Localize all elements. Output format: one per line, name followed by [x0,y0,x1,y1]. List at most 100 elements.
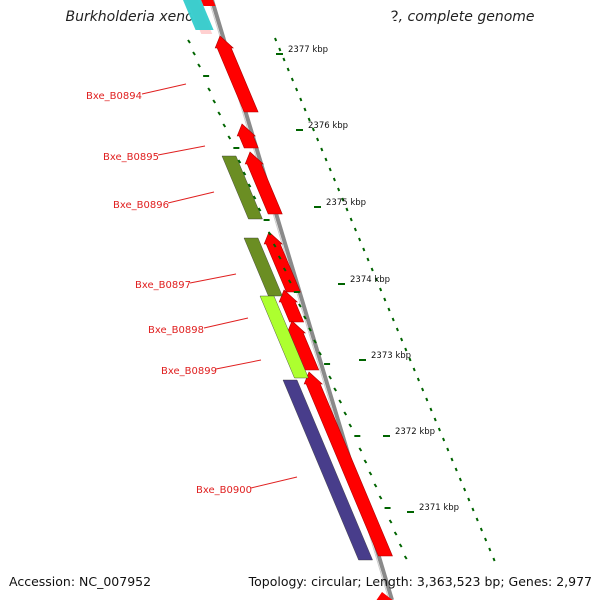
lane-halo [185,0,600,600]
ruler-dot [299,97,303,102]
ruler-label: 2371 kbp [419,503,459,513]
ruler: 2377 kbp 2376 kbp 2375 kbp 2374 kbp 2373 kbp… [274,37,496,562]
ruler-dot [391,317,395,322]
inner-tick [358,447,363,452]
ruler-label: 2375 kbp [326,198,366,208]
ruler-dot [437,427,441,432]
ruler-dot [274,37,278,42]
inner-tick [187,39,191,44]
inner-tick [252,195,257,200]
ruler-dot [492,557,496,562]
inner-tick [282,267,287,272]
inner-tick [373,483,378,488]
genome-summary: Topology: circular; Length: 3,363,523 bp… [248,574,592,589]
inner-tick [328,375,332,380]
ruler-dot [467,497,471,502]
ruler-dot [324,157,328,162]
inner-tick [242,171,247,176]
gene-leader-line [250,476,298,489]
accession-text: Accession: NC_007952 [9,574,152,589]
ruler-dot [379,287,383,292]
ruler-dot [374,277,378,282]
inner-tick [257,207,262,212]
forward-gene-4 [263,231,301,293]
gene-label-bxe_b0894: Bxe_B0894 [86,91,142,102]
forward-gene-7 [303,371,393,557]
inner-tick [287,279,292,284]
ruler-dot [282,57,286,62]
inner-tick [343,411,348,416]
ruler-dot [454,467,458,472]
ruler-dot [303,107,307,112]
ruler-dot [353,227,357,232]
inner-tick [303,315,307,320]
inner-tick [368,471,373,476]
ruler-dot [345,207,349,212]
ruler-dot [425,397,429,402]
ruler-dot [387,307,391,312]
ruler-dot [316,137,320,142]
ruler-dot [479,527,483,532]
ruler-dot [286,67,290,72]
ruler-label: 2377 kbp [288,45,328,55]
inner-tick [313,339,317,344]
ruler-dot [278,47,282,52]
ruler-label: 2376 kbp [308,121,348,131]
inner-ticks [187,39,408,560]
inner-tick [338,399,343,404]
forward-genes [183,0,393,600]
ruler-dot [475,517,479,522]
inner-tick [237,159,242,164]
forward-gene-1 [214,35,259,113]
gene-label-bxe_b0897: Bxe_B0897 [135,280,191,291]
gene-label-bxe_b0895: Bxe_B0895 [103,152,159,163]
ruler-label: 2372 kbp [395,427,435,437]
ruler-dot [320,147,324,152]
lane-background [185,0,600,600]
inner-tick [298,303,302,308]
ruler-dot [341,197,345,202]
inner-tick [318,351,322,356]
cyan-gene-top [183,0,214,30]
inner-tick [277,255,282,260]
inner-tick [403,555,408,560]
reverse-gene-4 [282,379,373,561]
ruler-dot [358,237,362,242]
forward-gene-3 [244,151,283,215]
ruler-dot [362,247,366,252]
gene-labels: Bxe_B0894 Bxe_B0895 Bxe_B0896 Bxe_B0897 Bxe_… [86,83,298,496]
reverse-genes [221,155,373,561]
inner-tick [207,87,211,92]
inner-tick [308,327,312,332]
ruler-label: 2373 kbp [371,351,411,361]
ruler-dot [307,117,311,122]
inner-tick [333,387,337,392]
ruler-dot [404,347,408,352]
inner-tick [212,99,217,104]
gene-label-bxe_b0898: Bxe_B0898 [148,325,204,336]
forward-gene-2 [236,123,259,149]
inner-tick [393,531,398,536]
inner-tick [197,63,201,68]
gene-label-bxe_b0896: Bxe_B0896 [113,200,169,211]
ruler-dot [421,387,425,392]
gene-leader-line [141,83,187,95]
gene-label-bxe_b0899: Bxe_B0899 [161,366,217,377]
inner-tick [222,123,227,128]
ruler-dot [349,217,353,222]
inner-tick [247,183,252,188]
ruler-dot [332,177,336,182]
inner-tick [348,423,353,428]
ruler-dot [295,87,299,92]
inner-tick [388,519,393,524]
gene-leader-line [157,145,206,156]
inner-tick [192,51,196,56]
ruler-dot [290,77,294,82]
ruler-dot [366,257,370,262]
forward-gene-partial-bottom [376,592,393,600]
gene-label-bxe_b0900: Bxe_B0900 [196,485,252,496]
inner-tick [378,495,383,500]
ruler-dot [328,167,332,172]
ruler-dot [412,367,416,372]
